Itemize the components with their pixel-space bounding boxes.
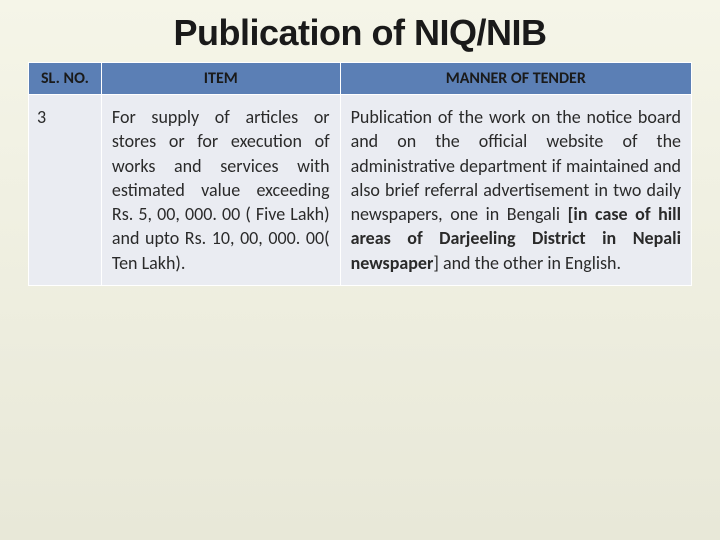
slide-title: Publication of NIQ/NIB <box>28 12 692 54</box>
slide-container: Publication of NIQ/NIB SL. NO. ITEM MANN… <box>0 0 720 540</box>
cell-slno: 3 <box>29 95 102 286</box>
col-header-slno: SL. NO. <box>29 63 102 95</box>
cell-item: For supply of articles or stores or for … <box>101 95 340 286</box>
col-header-manner: MANNER OF TENDER <box>340 63 691 95</box>
cell-manner: Publication of the work on the notice bo… <box>340 95 691 286</box>
table-row: 3 For supply of articles or stores or fo… <box>29 95 692 286</box>
manner-text-post: ] and the other in English. <box>433 252 621 274</box>
table-header-row: SL. NO. ITEM MANNER OF TENDER <box>29 63 692 95</box>
tender-table: SL. NO. ITEM MANNER OF TENDER 3 For supp… <box>28 62 692 286</box>
col-header-item: ITEM <box>101 63 340 95</box>
